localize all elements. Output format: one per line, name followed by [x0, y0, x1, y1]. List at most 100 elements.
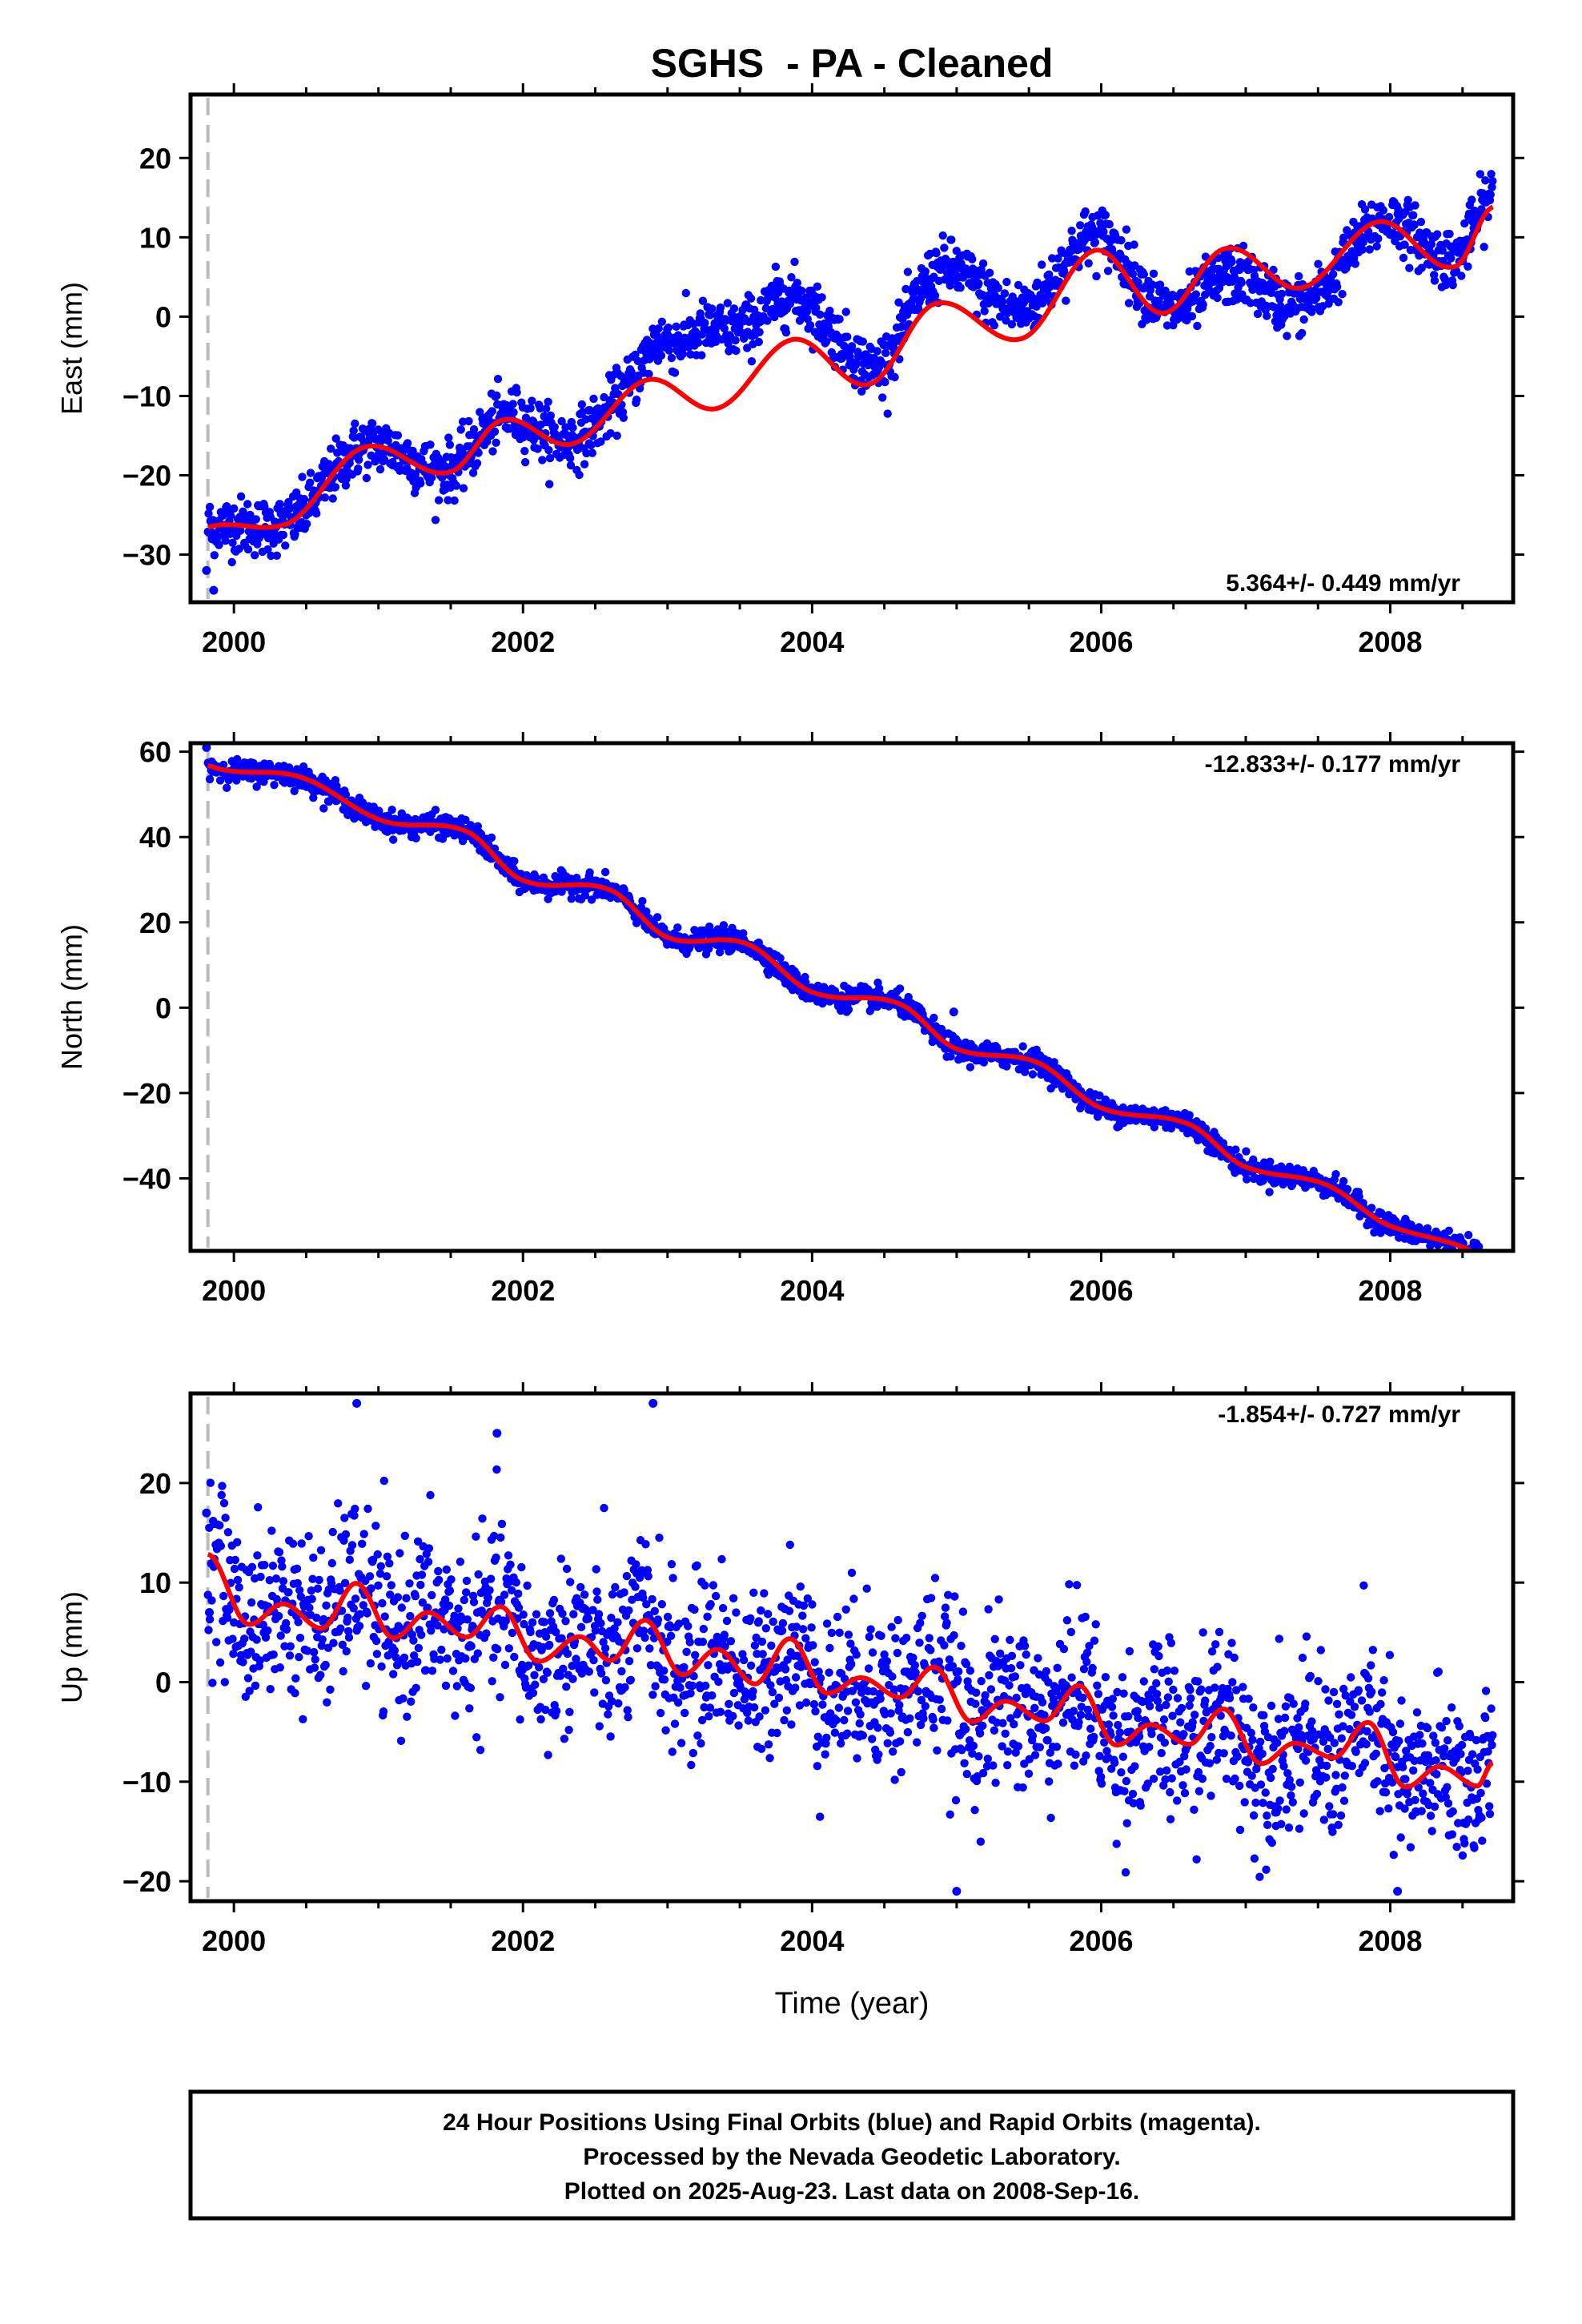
data-point — [698, 296, 708, 305]
data-point — [575, 470, 584, 480]
data-point — [1379, 206, 1388, 215]
data-point — [284, 1588, 293, 1597]
data-point — [472, 459, 482, 468]
data-point — [701, 1581, 709, 1590]
data-point — [1403, 195, 1412, 204]
data-point — [452, 481, 461, 490]
data-point — [261, 1633, 271, 1642]
data-point — [626, 1675, 635, 1684]
data-point — [1468, 195, 1476, 204]
data-point — [986, 268, 994, 277]
x-tick-label: 2008 — [1358, 625, 1422, 658]
data-point — [218, 1482, 227, 1490]
data-point — [403, 439, 412, 448]
data-point — [247, 1598, 256, 1607]
data-point — [426, 440, 435, 449]
data-point — [413, 1657, 422, 1667]
data-point — [769, 1617, 777, 1626]
data-point — [613, 1618, 622, 1627]
data-point — [459, 484, 468, 493]
data-point — [589, 394, 598, 404]
data-point — [316, 1546, 326, 1555]
data-point — [441, 1681, 451, 1691]
data-point — [588, 448, 596, 457]
data-point — [488, 1677, 496, 1686]
data-point — [251, 1681, 260, 1691]
data-point — [263, 1626, 272, 1635]
data-point — [309, 1647, 319, 1657]
data-point — [545, 1609, 555, 1618]
data-point — [239, 1658, 247, 1667]
data-point — [414, 1643, 424, 1653]
data-point — [624, 1713, 632, 1722]
data-point — [233, 754, 242, 764]
data-point — [1124, 299, 1134, 308]
data-point — [901, 284, 910, 294]
data-point — [279, 530, 288, 540]
data-point — [1484, 1260, 1492, 1268]
data-point — [1358, 245, 1367, 254]
data-point — [313, 1584, 323, 1593]
data-point — [536, 404, 544, 413]
data-point — [254, 1503, 263, 1512]
data-point — [296, 1592, 305, 1602]
data-point — [705, 1712, 713, 1721]
data-point — [744, 1716, 753, 1725]
data-point — [746, 1661, 756, 1670]
data-point — [693, 1561, 701, 1570]
y-tick-label: −20 — [122, 460, 171, 493]
data-point — [344, 1633, 354, 1642]
data-point — [1199, 300, 1207, 309]
data-point — [697, 1739, 705, 1748]
data-point — [645, 1644, 654, 1653]
data-point — [785, 1606, 794, 1615]
data-point — [351, 1504, 359, 1514]
data-point — [1483, 1257, 1491, 1265]
data-point — [770, 312, 779, 322]
data-point — [656, 351, 666, 360]
data-point — [492, 391, 501, 400]
data-point — [411, 1592, 420, 1601]
data-point — [448, 1667, 458, 1675]
data-point — [424, 1544, 434, 1553]
data-point — [486, 1574, 496, 1583]
data-point — [275, 1663, 284, 1672]
data-point — [309, 1553, 318, 1562]
data-point — [619, 413, 628, 422]
data-point — [461, 1654, 470, 1663]
data-point — [663, 1612, 673, 1622]
data-point — [1308, 304, 1317, 314]
data-point — [520, 447, 529, 456]
data-point — [666, 1631, 676, 1640]
data-point — [326, 1685, 335, 1694]
data-point — [544, 397, 552, 406]
data-point — [757, 1744, 766, 1753]
data-point — [843, 332, 852, 341]
data-point — [396, 466, 404, 475]
data-point — [1389, 229, 1399, 238]
data-point — [1099, 227, 1108, 236]
data-point — [349, 426, 358, 435]
data-point — [212, 1638, 221, 1647]
data-point — [1477, 205, 1486, 214]
data-point — [580, 460, 589, 468]
data-point — [379, 455, 388, 464]
data-point — [1441, 280, 1451, 290]
data-point — [567, 895, 576, 903]
data-point — [1038, 260, 1046, 269]
data-point — [327, 444, 335, 453]
data-point — [383, 436, 392, 445]
data-point — [558, 1609, 567, 1618]
fit-curve — [207, 762, 1476, 1251]
data-point — [291, 1689, 299, 1698]
data-point — [1122, 225, 1131, 234]
data-point — [654, 324, 663, 333]
data-point — [723, 299, 732, 308]
data-point — [437, 1645, 446, 1655]
data-point — [592, 1565, 600, 1574]
y-tick-label: 0 — [155, 991, 171, 1024]
data-point — [750, 1641, 760, 1650]
data-point — [746, 1614, 755, 1623]
data-point — [694, 338, 703, 347]
data-point — [322, 1601, 331, 1610]
